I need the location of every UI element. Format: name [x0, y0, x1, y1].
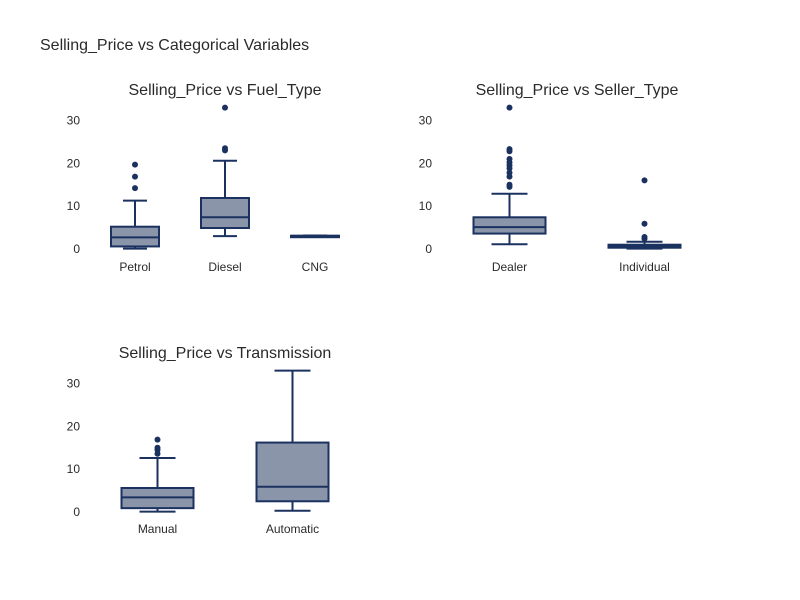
box-cng	[290, 234, 340, 239]
outlier-point	[641, 177, 648, 184]
y-tick-label: 30	[67, 113, 81, 127]
outlier-point	[506, 169, 513, 176]
box-diesel	[200, 104, 250, 238]
box-petrol	[110, 161, 160, 250]
y-tick-label: 30	[67, 376, 81, 390]
x-tick-label: Petrol	[119, 260, 150, 274]
outlier-point	[222, 104, 228, 111]
x-tick-label: Manual	[138, 522, 177, 536]
y-tick-label: 0	[425, 242, 432, 256]
subplot-3: Selling_Price vs Transmission 0 10 20 30 Manu…	[67, 345, 332, 536]
x-tick-label: CNG	[302, 260, 329, 274]
outlier-point	[506, 181, 513, 188]
y-tick-label: 20	[67, 419, 81, 433]
outlier-point	[641, 220, 648, 227]
outlier-point	[132, 185, 138, 192]
subplots: Selling_Price vs Fuel_Type 0 10 20 30 Petrol D…	[67, 82, 682, 536]
box-dealer	[472, 104, 547, 246]
outlier-point	[506, 146, 513, 153]
y-tick-label: 10	[67, 199, 81, 213]
outlier-point	[641, 234, 648, 240]
y-tick-label: 0	[73, 505, 80, 519]
subplot-1: Selling_Price vs Fuel_Type 0 10 20 30 Petrol D…	[67, 82, 340, 274]
box-body	[200, 197, 250, 229]
x-tick-label: Dealer	[492, 260, 527, 274]
box-body	[255, 441, 330, 503]
x-tick-label: Automatic	[266, 522, 319, 536]
box-individual	[607, 177, 682, 250]
y-tick-label: 10	[419, 199, 433, 213]
y-tick-label: 20	[419, 156, 433, 170]
x-tick-label: Diesel	[208, 260, 241, 274]
x-tick-label: Individual	[619, 260, 670, 274]
box-manual	[120, 436, 195, 513]
subplot-2: Selling_Price vs Seller_Type 0 10 20 30 Deale…	[419, 82, 682, 274]
outlier-point	[132, 161, 138, 168]
box-body	[472, 216, 547, 235]
y-tick-label: 0	[73, 242, 80, 256]
outlier-point	[222, 145, 228, 152]
figure-title: Selling_Price vs Categorical Variables	[40, 37, 309, 54]
y-tick-label: 30	[419, 113, 433, 127]
subplot-title: Selling_Price vs Fuel_Type	[129, 82, 322, 99]
outlier-point	[154, 436, 161, 443]
subplot-title: Selling_Price vs Transmission	[119, 345, 332, 362]
box-automatic	[255, 369, 330, 512]
outlier-point	[506, 104, 513, 111]
outlier-point	[154, 444, 161, 451]
subplot-title: Selling_Price vs Seller_Type	[476, 82, 679, 99]
outlier-point	[506, 156, 513, 162]
y-tick-label: 10	[67, 462, 81, 476]
y-tick-label: 20	[67, 156, 81, 170]
outlier-point	[132, 173, 138, 180]
